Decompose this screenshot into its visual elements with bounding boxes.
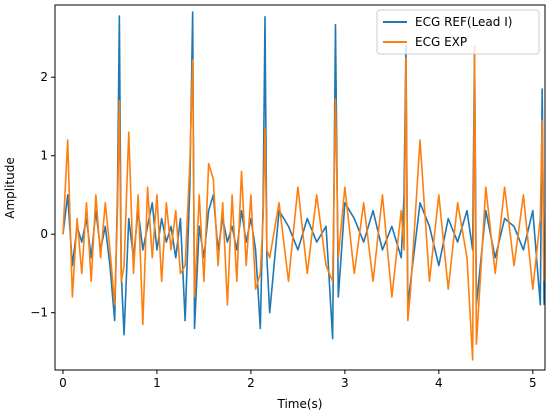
legend-box — [376, 9, 540, 55]
x-tick-label: 3 — [341, 376, 349, 390]
line-series — [62, 11, 545, 340]
y-tick-label: 2 — [40, 70, 48, 84]
x-tick-label: 1 — [153, 376, 161, 390]
x-tick-label: 4 — [435, 376, 443, 390]
x-axis-label: Time(s) — [277, 397, 323, 411]
line-series — [62, 45, 545, 361]
y-tick-label: −1 — [30, 306, 48, 320]
x-tick-label: 5 — [529, 376, 537, 390]
y-tick-label: 0 — [40, 227, 48, 241]
x-tick-label: 2 — [247, 376, 255, 390]
y-axis-label: Amplitude — [3, 157, 17, 219]
legend-label: ECG EXP — [415, 35, 467, 49]
x-tick-label: 0 — [59, 376, 67, 390]
plot-frame — [54, 4, 546, 371]
legend-label: ECG REF(Lead I) — [415, 15, 512, 29]
y-tick-label: 1 — [40, 149, 48, 163]
